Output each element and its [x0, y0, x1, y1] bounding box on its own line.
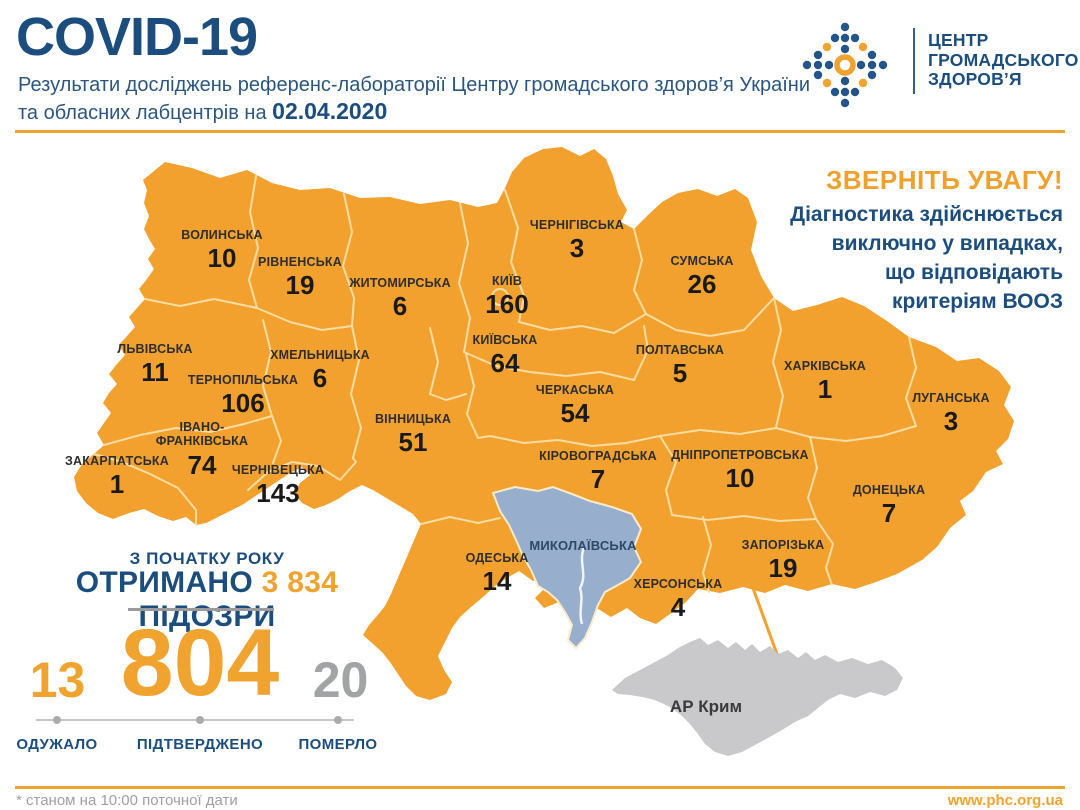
mykolaiv-region-shape	[491, 485, 643, 650]
logo-divider	[913, 28, 915, 94]
logo-line1: ЦЕНТР	[928, 30, 989, 50]
died-label: ПОМЕРЛО	[298, 736, 378, 753]
axis-dot-recovered	[53, 716, 61, 724]
axis-dot-confirmed	[196, 716, 204, 724]
axis-dot-died	[334, 716, 342, 724]
subtitle-line1: Результати досліджень референс-лаборатор…	[18, 74, 810, 96]
region-label-crimea: АР Крим	[669, 697, 743, 716]
died-count: 20	[312, 652, 369, 708]
footer-note: * станом на 10:00 поточної дати	[16, 792, 238, 809]
page-title: COVID-19	[16, 7, 258, 67]
phc-logo-icon	[802, 22, 888, 108]
website-link[interactable]: www.phc.org.ua	[947, 792, 1063, 809]
attention-heading: ЗВЕРНІТЬ УВАГУ!	[825, 165, 1063, 195]
bug-river-line	[578, 547, 586, 625]
confirmed-label: ПІДТВЕРДЖЕНО	[136, 736, 264, 753]
attention-body: Діагностика здійснюється виключно у випа…	[790, 203, 1063, 313]
logo-line3: ЗДОРОВ’Я	[928, 69, 1022, 89]
subtitle: Результати досліджень референс-лаборатор…	[18, 72, 810, 126]
received-prefix: ОТРИМАНО	[75, 566, 254, 599]
footer-divider-rule	[15, 786, 1065, 789]
stats-since-label: З ПОЧАТКУ РОКУ	[129, 549, 285, 568]
crimea-shape	[612, 638, 903, 756]
received-value: 3 834	[261, 566, 339, 599]
ukraine-map	[74, 147, 1014, 756]
attention-note: ЗВЕРНІТЬ УВАГУ! Діагностика здійснюється…	[790, 165, 1063, 316]
received-suffix: ПІДОЗРИ	[138, 600, 276, 633]
report-date: 02.04.2020	[272, 98, 388, 124]
stats-received-line: ОТРИМАНО 3 834 ПІДОЗРИ	[8, 566, 406, 634]
logo-text: ЦЕНТР ГРОМАДСЬКОГО ЗДОРОВ’Я	[928, 30, 1079, 90]
recovered-count: 13	[29, 652, 86, 708]
oblast-borders	[93, 175, 917, 593]
ukraine-landmass	[74, 147, 1014, 700]
kyiv-city-circle	[491, 288, 509, 306]
confirmed-count: 804	[120, 610, 280, 716]
stats-axis-line	[36, 716, 354, 724]
header-divider-rule	[15, 130, 1065, 133]
recovered-label: ОДУЖАЛО	[16, 736, 98, 753]
subtitle-line2: та обласних лабцентрів на	[18, 102, 267, 124]
stats-divider-line	[128, 608, 274, 611]
logo-line2: ГРОМАДСЬКОГО	[928, 49, 1079, 70]
